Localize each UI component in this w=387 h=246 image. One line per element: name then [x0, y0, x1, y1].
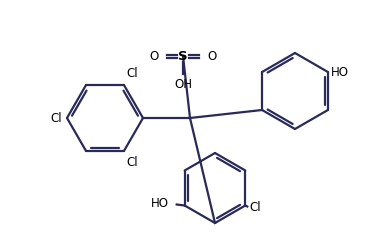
- Text: Cl: Cl: [50, 111, 62, 124]
- Text: Cl: Cl: [126, 67, 138, 80]
- Text: O: O: [207, 49, 216, 62]
- Text: Cl: Cl: [249, 201, 261, 214]
- Text: Cl: Cl: [126, 156, 138, 169]
- Text: O: O: [150, 49, 159, 62]
- Text: HO: HO: [331, 65, 349, 78]
- Text: OH: OH: [174, 78, 192, 91]
- Text: HO: HO: [151, 197, 169, 210]
- Text: S: S: [178, 49, 188, 62]
